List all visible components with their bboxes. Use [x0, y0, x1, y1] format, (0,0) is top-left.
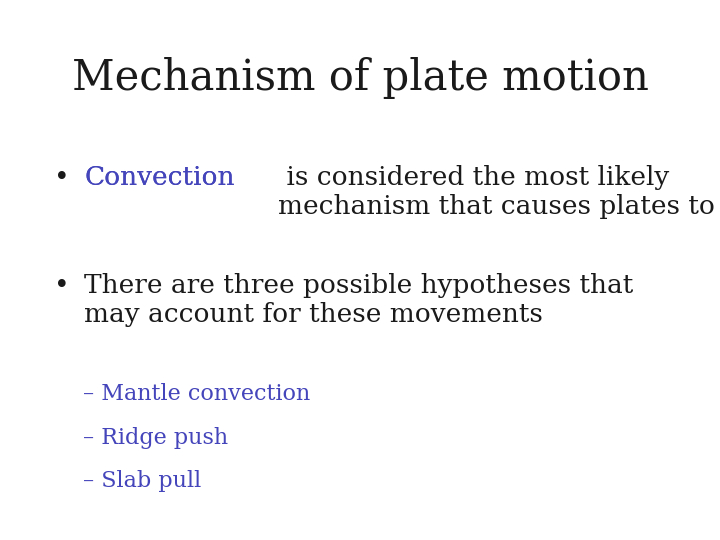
Text: Convection: Convection [84, 165, 235, 190]
Text: – Ridge push: – Ridge push [83, 427, 228, 449]
Text: •: • [54, 165, 70, 190]
Text: is considered the most likely
mechanism that causes plates to move: is considered the most likely mechanism … [279, 165, 720, 219]
Text: – Slab pull: – Slab pull [83, 470, 201, 492]
Text: There are three possible hypotheses that
may account for these movements: There are three possible hypotheses that… [84, 273, 634, 327]
Text: Convection: Convection [84, 165, 235, 190]
Text: – Mantle convection: – Mantle convection [83, 383, 310, 406]
Text: •: • [54, 273, 70, 298]
Text: Mechanism of plate motion: Mechanism of plate motion [71, 57, 649, 99]
